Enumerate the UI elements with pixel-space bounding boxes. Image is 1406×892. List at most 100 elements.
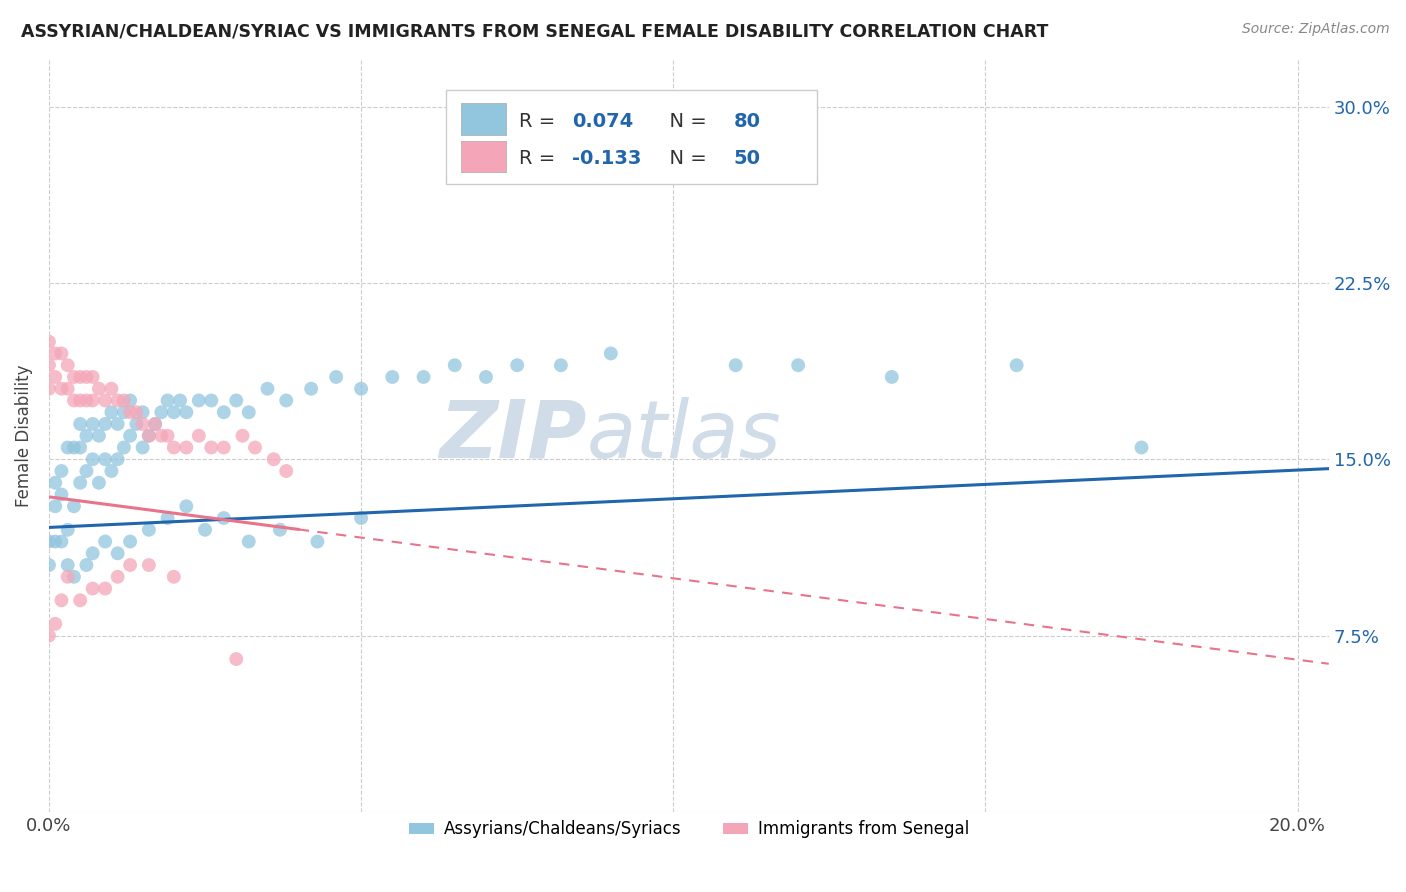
Text: N =: N =	[657, 112, 713, 131]
Point	[599, 346, 621, 360]
Point	[243, 441, 266, 455]
Point	[662, 170, 685, 185]
Point	[225, 393, 247, 408]
Point	[112, 405, 135, 419]
Point	[325, 370, 347, 384]
Point	[38, 558, 60, 572]
Point	[238, 534, 260, 549]
FancyBboxPatch shape	[446, 90, 817, 184]
Text: N =: N =	[657, 149, 713, 169]
Point	[131, 441, 153, 455]
Point	[56, 441, 79, 455]
Point	[44, 370, 66, 384]
Point	[276, 464, 298, 478]
Text: R =: R =	[519, 149, 561, 169]
Point	[131, 405, 153, 419]
Point	[100, 464, 122, 478]
Point	[63, 570, 86, 584]
Point	[1130, 441, 1153, 455]
Point	[38, 334, 60, 349]
Point	[87, 475, 110, 490]
Point	[163, 570, 186, 584]
Legend: Assyrians/Chaldeans/Syriacs, Immigrants from Senegal: Assyrians/Chaldeans/Syriacs, Immigrants …	[402, 814, 976, 845]
Point	[138, 523, 160, 537]
Text: 80: 80	[734, 112, 761, 131]
Point	[120, 558, 142, 572]
Point	[350, 382, 373, 396]
Point	[87, 428, 110, 442]
Point	[200, 441, 222, 455]
Point	[156, 428, 179, 442]
Point	[131, 417, 153, 431]
Point	[1005, 358, 1028, 372]
Point	[150, 405, 173, 419]
Point	[412, 370, 434, 384]
Point	[82, 582, 104, 596]
Point	[200, 393, 222, 408]
Text: R =: R =	[519, 112, 561, 131]
Point	[75, 558, 97, 572]
Point	[56, 523, 79, 537]
Point	[443, 358, 465, 372]
Point	[163, 405, 186, 419]
Point	[112, 393, 135, 408]
Point	[69, 593, 91, 607]
Point	[212, 511, 235, 525]
Point	[56, 382, 79, 396]
Point	[63, 500, 86, 514]
Point	[125, 405, 148, 419]
Point	[38, 629, 60, 643]
Point	[44, 475, 66, 490]
Point	[156, 511, 179, 525]
Point	[506, 358, 529, 372]
Point	[82, 417, 104, 431]
Point	[120, 393, 142, 408]
Point	[350, 511, 373, 525]
Point	[94, 417, 117, 431]
Point	[176, 500, 198, 514]
Y-axis label: Female Disability: Female Disability	[15, 365, 32, 507]
Point	[724, 358, 747, 372]
Point	[51, 487, 73, 501]
Point	[550, 358, 572, 372]
Point	[44, 346, 66, 360]
Point	[94, 452, 117, 467]
Point	[212, 405, 235, 419]
Point	[212, 441, 235, 455]
Text: atlas: atlas	[586, 397, 782, 475]
Point	[307, 534, 329, 549]
Text: ASSYRIAN/CHALDEAN/SYRIAC VS IMMIGRANTS FROM SENEGAL FEMALE DISABILITY CORRELATIO: ASSYRIAN/CHALDEAN/SYRIAC VS IMMIGRANTS F…	[21, 22, 1049, 40]
Point	[138, 428, 160, 442]
Point	[163, 441, 186, 455]
Point	[138, 428, 160, 442]
Point	[107, 417, 129, 431]
Point	[51, 346, 73, 360]
Point	[75, 393, 97, 408]
Point	[69, 370, 91, 384]
FancyBboxPatch shape	[461, 103, 506, 135]
Point	[150, 428, 173, 442]
Point	[156, 393, 179, 408]
Point	[63, 393, 86, 408]
Point	[44, 616, 66, 631]
Point	[120, 405, 142, 419]
Point	[107, 546, 129, 560]
Point	[176, 441, 198, 455]
Point	[231, 428, 253, 442]
Point	[125, 417, 148, 431]
Point	[225, 652, 247, 666]
Text: Source: ZipAtlas.com: Source: ZipAtlas.com	[1241, 22, 1389, 37]
Point	[75, 464, 97, 478]
Text: 50: 50	[734, 149, 761, 169]
Point	[38, 358, 60, 372]
Point	[63, 370, 86, 384]
Point	[143, 417, 166, 431]
Text: ZIP: ZIP	[439, 397, 586, 475]
Point	[69, 475, 91, 490]
FancyBboxPatch shape	[461, 141, 506, 172]
Point	[100, 405, 122, 419]
Point	[94, 393, 117, 408]
Point	[94, 582, 117, 596]
Point	[94, 534, 117, 549]
Point	[51, 382, 73, 396]
